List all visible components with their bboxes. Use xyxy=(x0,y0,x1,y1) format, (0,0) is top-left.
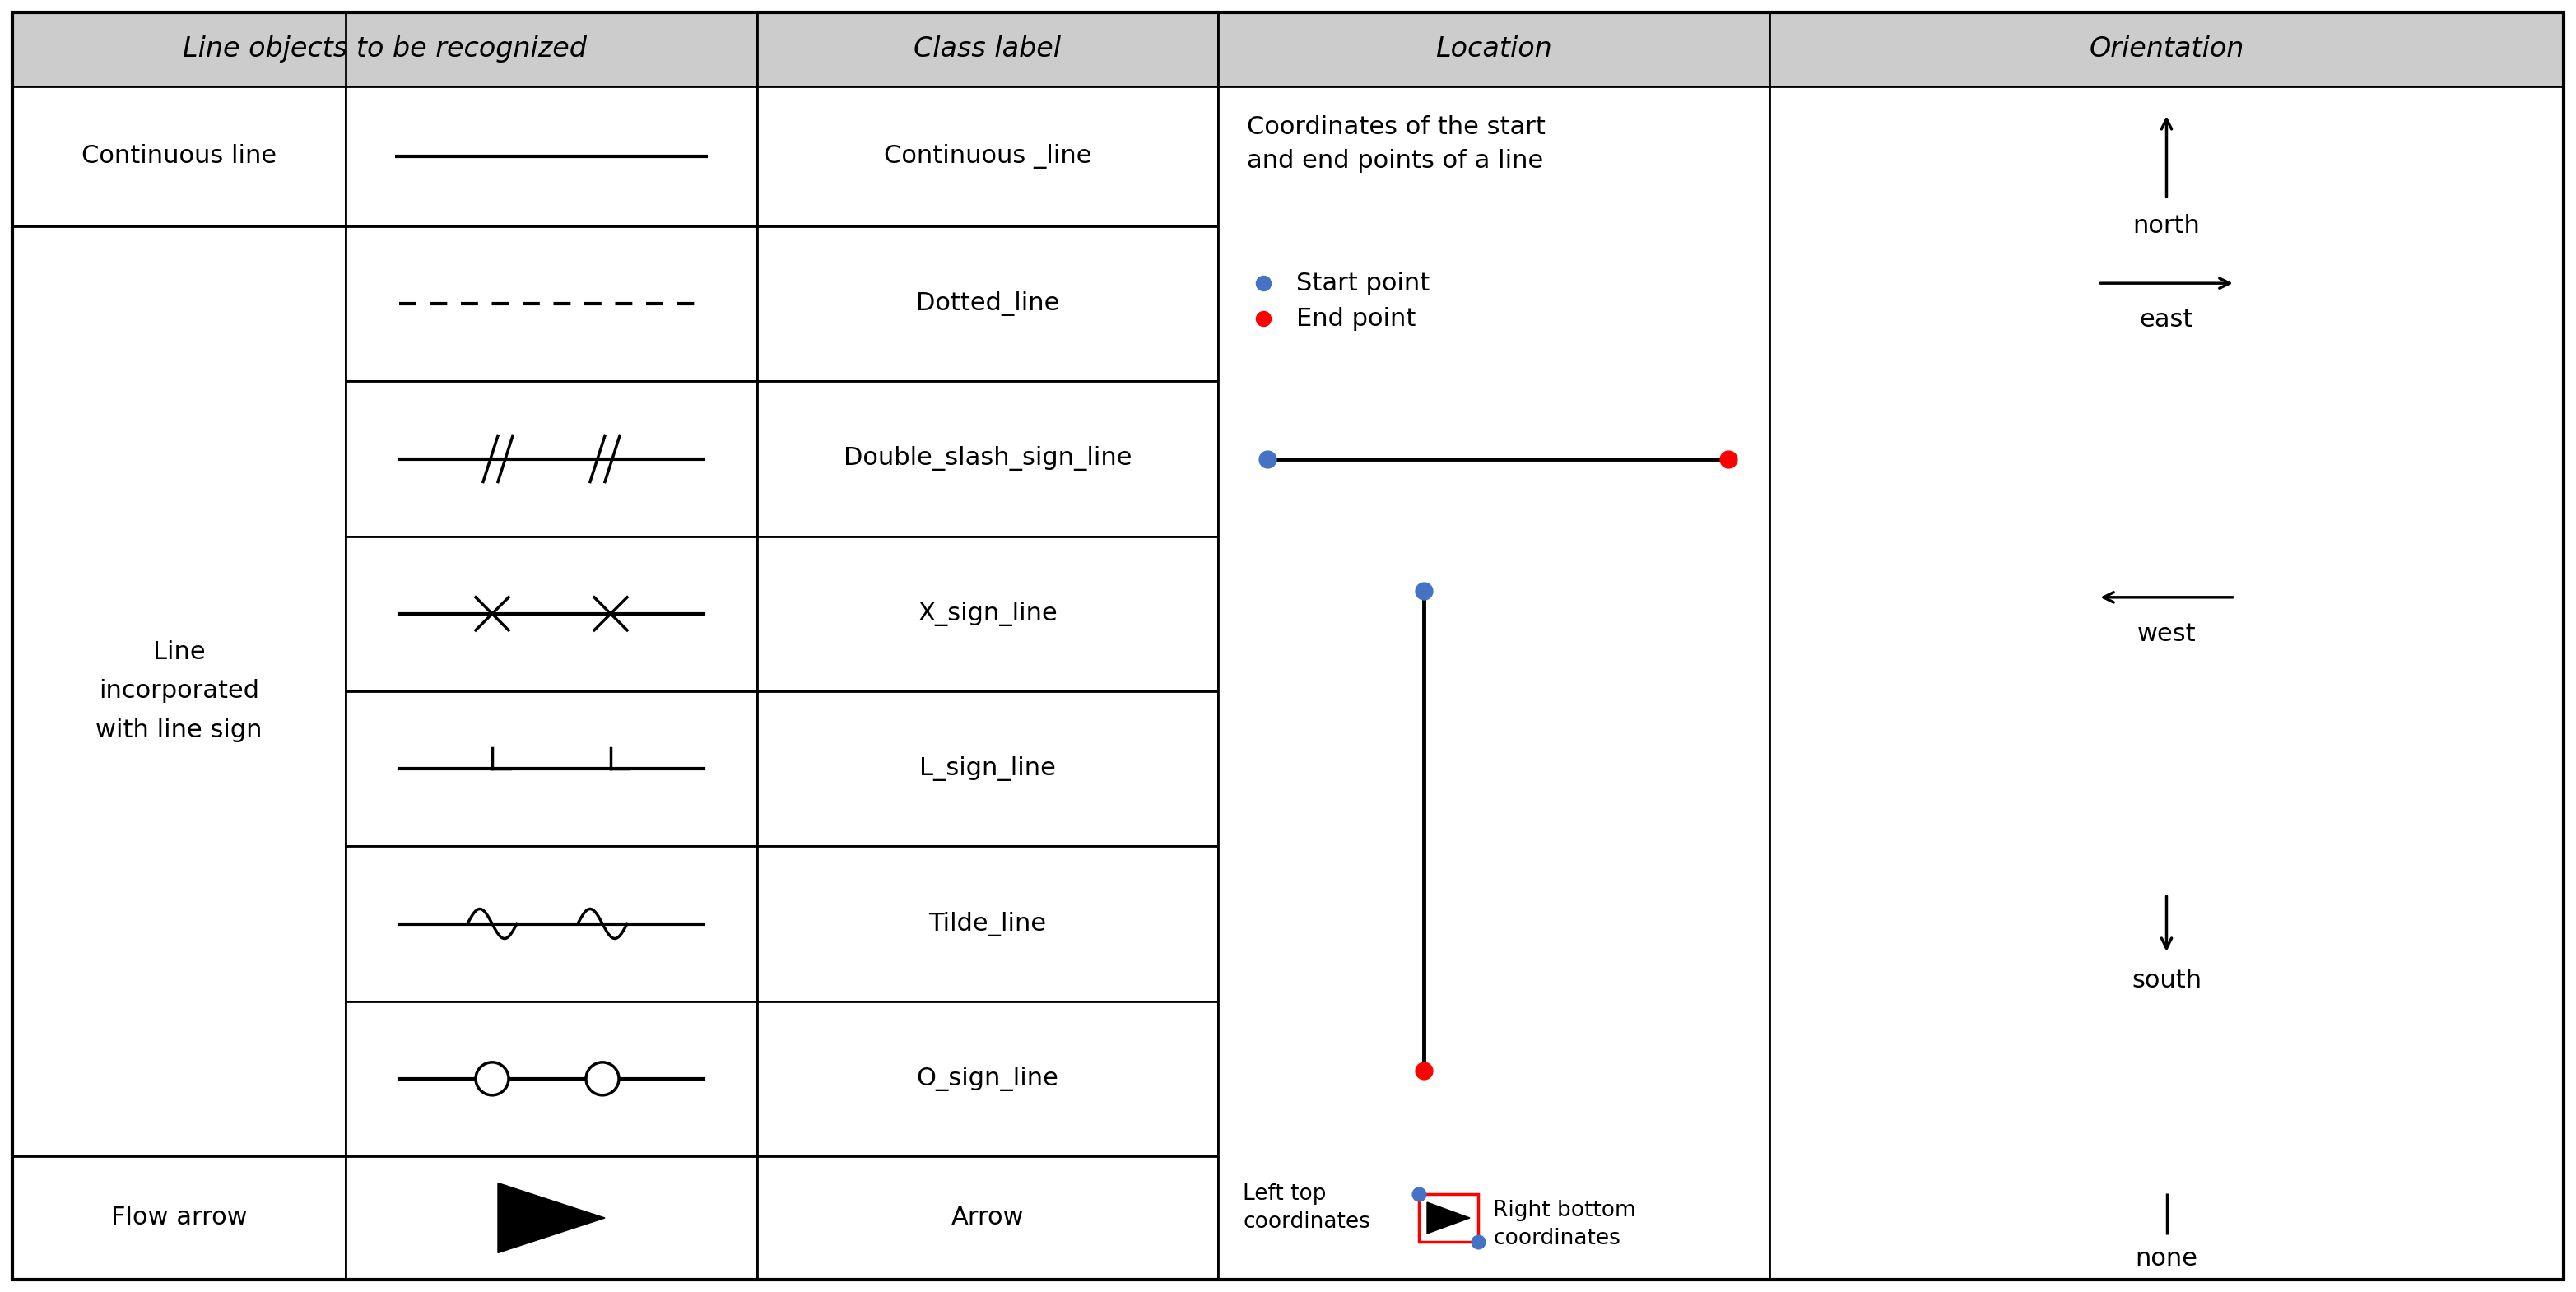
Bar xyxy=(13,13,757,87)
Text: Arrow: Arrow xyxy=(951,1205,1025,1230)
Bar xyxy=(345,691,757,846)
Bar xyxy=(757,226,1218,381)
Text: west: west xyxy=(2138,621,2195,646)
Text: Continuous line: Continuous line xyxy=(82,145,276,168)
Polygon shape xyxy=(1427,1203,1471,1234)
Text: Location: Location xyxy=(1435,36,1553,63)
Bar xyxy=(1770,13,2563,87)
Text: Tilde_line: Tilde_line xyxy=(930,911,1046,937)
Bar xyxy=(757,87,1218,226)
Text: Continuous _line: Continuous _line xyxy=(884,143,1092,169)
Bar xyxy=(13,226,345,1156)
Bar xyxy=(345,226,757,381)
Text: none: none xyxy=(2136,1247,2197,1270)
Bar xyxy=(1218,13,1770,87)
Bar xyxy=(345,1001,757,1156)
Text: Line objects to be recognized: Line objects to be recognized xyxy=(183,36,587,63)
Text: Orientation: Orientation xyxy=(2089,36,2244,63)
Text: Double_slash_sign_line: Double_slash_sign_line xyxy=(842,447,1131,472)
Bar xyxy=(757,13,1218,87)
Bar xyxy=(1218,87,1770,1279)
Text: south: south xyxy=(2130,969,2202,992)
Bar xyxy=(345,381,757,536)
Text: O_sign_line: O_sign_line xyxy=(917,1066,1059,1090)
Text: Start point: Start point xyxy=(1296,271,1430,295)
Text: Left top
coordinates: Left top coordinates xyxy=(1242,1183,1370,1233)
Bar xyxy=(757,536,1218,691)
Bar xyxy=(345,1156,757,1279)
Text: Right bottom
coordinates: Right bottom coordinates xyxy=(1494,1200,1636,1249)
Text: L_sign_line: L_sign_line xyxy=(920,756,1056,782)
Circle shape xyxy=(585,1062,618,1096)
Text: north: north xyxy=(2133,214,2200,238)
Text: east: east xyxy=(2141,307,2192,332)
Text: End point: End point xyxy=(1296,306,1417,331)
Bar xyxy=(757,381,1218,536)
Bar xyxy=(345,87,757,226)
Text: Flow arrow: Flow arrow xyxy=(111,1205,247,1230)
Text: Class label: Class label xyxy=(914,36,1061,63)
Text: Coordinates of the start
and end points of a line: Coordinates of the start and end points … xyxy=(1247,115,1546,172)
Bar xyxy=(757,1156,1218,1279)
Bar xyxy=(345,846,757,1001)
Bar xyxy=(757,846,1218,1001)
Bar xyxy=(1419,1194,1479,1242)
Bar xyxy=(13,87,345,226)
Bar xyxy=(13,1156,345,1279)
Text: X_sign_line: X_sign_line xyxy=(917,601,1059,627)
Bar xyxy=(757,691,1218,846)
Text: Dotted_line: Dotted_line xyxy=(917,292,1059,317)
Bar xyxy=(1770,87,2563,1279)
Bar xyxy=(757,1001,1218,1156)
Circle shape xyxy=(477,1062,507,1096)
Text: Line
incorporated
with line sign: Line incorporated with line sign xyxy=(95,641,263,742)
Polygon shape xyxy=(497,1183,605,1253)
Bar xyxy=(345,536,757,691)
